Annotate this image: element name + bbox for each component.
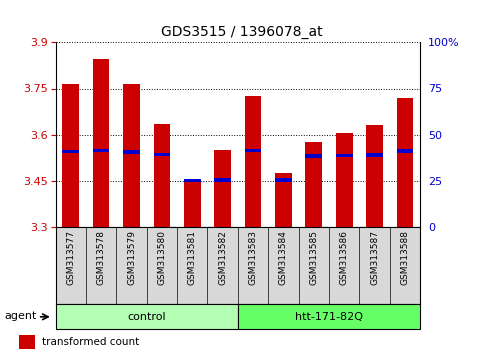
Bar: [275, 178, 292, 182]
Text: GDS3515 / 1396078_at: GDS3515 / 1396078_at: [161, 25, 322, 39]
Bar: [214, 178, 231, 182]
FancyBboxPatch shape: [238, 304, 420, 329]
Text: GSM313582: GSM313582: [218, 230, 227, 285]
Text: htt-171-82Q: htt-171-82Q: [295, 312, 363, 322]
Text: transformed count: transformed count: [42, 337, 140, 347]
Bar: [184, 179, 200, 227]
Bar: [397, 98, 413, 227]
Bar: [62, 150, 79, 153]
Text: GSM313579: GSM313579: [127, 230, 136, 285]
Bar: [214, 150, 231, 227]
Text: agent: agent: [4, 310, 37, 321]
Bar: [93, 59, 110, 227]
Bar: [366, 153, 383, 157]
Text: GSM313581: GSM313581: [188, 230, 197, 285]
Bar: [245, 96, 261, 227]
Bar: [397, 149, 413, 153]
Bar: [154, 124, 170, 227]
Text: GSM313578: GSM313578: [97, 230, 106, 285]
Bar: [19, 335, 35, 349]
Bar: [245, 149, 261, 153]
Bar: [184, 179, 200, 182]
Bar: [336, 133, 353, 227]
Bar: [93, 149, 110, 152]
Text: GSM313583: GSM313583: [249, 230, 257, 285]
Text: GSM313580: GSM313580: [157, 230, 167, 285]
Bar: [154, 153, 170, 156]
Bar: [305, 142, 322, 227]
Text: GSM313587: GSM313587: [370, 230, 379, 285]
Bar: [336, 154, 353, 157]
Bar: [123, 150, 140, 154]
Text: GSM313584: GSM313584: [279, 230, 288, 285]
Text: GSM313577: GSM313577: [66, 230, 75, 285]
Text: GSM313585: GSM313585: [309, 230, 318, 285]
Bar: [366, 125, 383, 227]
Bar: [305, 154, 322, 158]
FancyBboxPatch shape: [56, 304, 238, 329]
Text: control: control: [128, 312, 166, 322]
Text: GSM313588: GSM313588: [400, 230, 410, 285]
Bar: [123, 84, 140, 227]
Text: GSM313586: GSM313586: [340, 230, 349, 285]
Bar: [275, 173, 292, 227]
Bar: [62, 84, 79, 227]
